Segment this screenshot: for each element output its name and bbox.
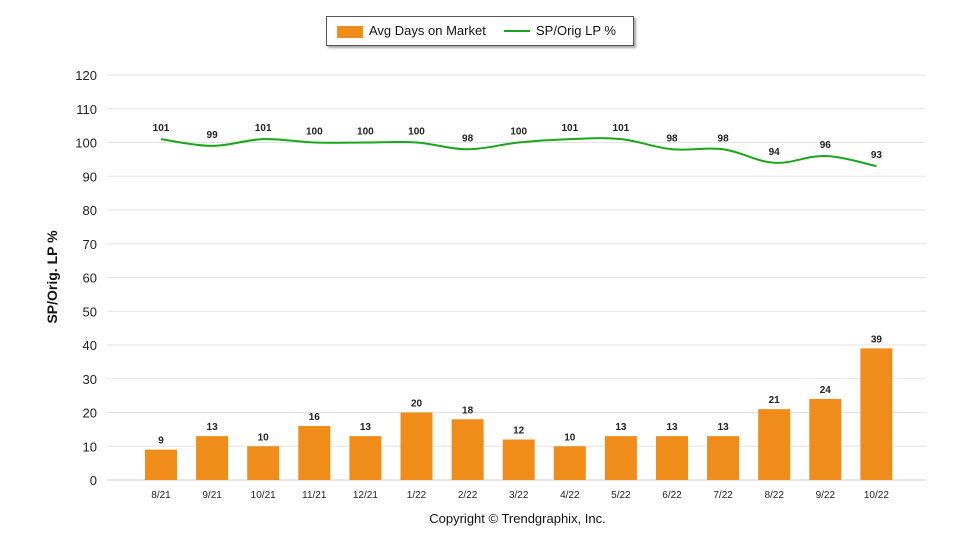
line-data-label: 100 bbox=[510, 127, 527, 138]
bar-data-label: 24 bbox=[820, 385, 832, 396]
legend-bar-swatch bbox=[337, 26, 363, 38]
line-data-label: 98 bbox=[666, 133, 678, 144]
bar bbox=[400, 412, 433, 480]
bar-data-label: 13 bbox=[360, 422, 372, 433]
y-tick-label: 30 bbox=[83, 372, 97, 387]
line-data-label: 101 bbox=[561, 123, 578, 134]
x-tick-label: 6/22 bbox=[662, 490, 682, 501]
y-tick-label: 40 bbox=[83, 338, 97, 353]
y-tick-label: 70 bbox=[83, 237, 97, 252]
bar bbox=[809, 399, 842, 480]
copyright-text: Copyright © Trendgraphix, Inc. bbox=[429, 511, 606, 526]
bar-data-label: 10 bbox=[564, 432, 576, 443]
x-tick-label: 9/21 bbox=[202, 490, 222, 501]
bar bbox=[451, 419, 484, 480]
line-data-label: 98 bbox=[462, 133, 474, 144]
x-tick-label: 8/21 bbox=[151, 490, 171, 501]
bar bbox=[298, 426, 331, 480]
bar bbox=[502, 439, 535, 480]
legend-line-swatch bbox=[504, 30, 530, 32]
y-axis-label: SP/Orig. LP % bbox=[44, 230, 60, 324]
y-tick-label: 80 bbox=[83, 203, 97, 218]
y-tick-label: 10 bbox=[83, 439, 97, 454]
bar-data-label: 9 bbox=[158, 436, 164, 447]
bar bbox=[604, 436, 637, 480]
x-tick-label: 10/22 bbox=[864, 490, 889, 501]
y-tick-label: 50 bbox=[83, 304, 97, 319]
bar bbox=[860, 348, 893, 480]
bar bbox=[656, 436, 688, 480]
y-tick-label: 0 bbox=[90, 473, 97, 488]
chart-legend: Avg Days on Market SP/Orig LP % bbox=[326, 16, 634, 46]
line-data-label: 100 bbox=[408, 127, 425, 138]
x-tick-label: 7/22 bbox=[713, 490, 733, 501]
bar-data-label: 10 bbox=[258, 432, 270, 443]
line-data-label: 101 bbox=[255, 123, 272, 134]
x-tick-label: 12/21 bbox=[353, 490, 378, 501]
x-tick-label: 3/22 bbox=[509, 490, 529, 501]
bar-data-label: 39 bbox=[871, 334, 883, 345]
y-tick-label: 120 bbox=[75, 68, 97, 83]
y-tick-label: 60 bbox=[83, 271, 97, 286]
bar-data-label: 21 bbox=[769, 395, 781, 406]
line-data-label: 98 bbox=[718, 133, 730, 144]
y-tick-label: 100 bbox=[75, 136, 97, 151]
legend-bar-label: Avg Days on Market bbox=[369, 23, 486, 38]
bar bbox=[553, 446, 586, 480]
y-tick-label: 20 bbox=[83, 406, 97, 421]
line-data-label: 100 bbox=[306, 127, 323, 138]
bar-data-label: 13 bbox=[666, 422, 678, 433]
x-tick-label: 2/22 bbox=[458, 490, 478, 501]
bar-data-label: 20 bbox=[411, 399, 423, 410]
x-tick-label: 9/22 bbox=[816, 490, 836, 501]
y-tick-label: 110 bbox=[76, 102, 97, 117]
y-tick-label: 90 bbox=[83, 169, 97, 184]
line-data-label: 94 bbox=[769, 147, 781, 158]
bar-data-label: 18 bbox=[462, 405, 474, 416]
line-data-label: 93 bbox=[871, 150, 883, 161]
bar-data-label: 12 bbox=[513, 426, 525, 437]
x-tick-label: 5/22 bbox=[611, 490, 631, 501]
x-tick-label: 10/21 bbox=[251, 490, 276, 501]
bar bbox=[196, 436, 229, 480]
bar bbox=[758, 409, 791, 480]
line-data-label: 100 bbox=[357, 127, 374, 138]
line-data-label: 99 bbox=[207, 130, 219, 141]
bar bbox=[707, 436, 740, 480]
bar-data-label: 13 bbox=[615, 422, 627, 433]
bar bbox=[349, 436, 382, 480]
x-tick-label: 4/22 bbox=[560, 490, 580, 501]
line-data-label: 96 bbox=[820, 140, 832, 151]
x-tick-label: 11/21 bbox=[302, 490, 327, 501]
bar-data-label: 13 bbox=[718, 422, 730, 433]
bar-data-label: 16 bbox=[309, 412, 321, 423]
x-tick-label: 1/22 bbox=[407, 490, 427, 501]
line-series bbox=[160, 137, 877, 168]
x-tick-label: 8/22 bbox=[764, 490, 784, 501]
bar bbox=[247, 446, 280, 480]
bar-data-label: 13 bbox=[207, 422, 219, 433]
line-data-label: 101 bbox=[153, 123, 170, 134]
legend-line-label: SP/Orig LP % bbox=[536, 23, 616, 38]
bar bbox=[145, 449, 177, 480]
line-data-label: 101 bbox=[613, 123, 630, 134]
